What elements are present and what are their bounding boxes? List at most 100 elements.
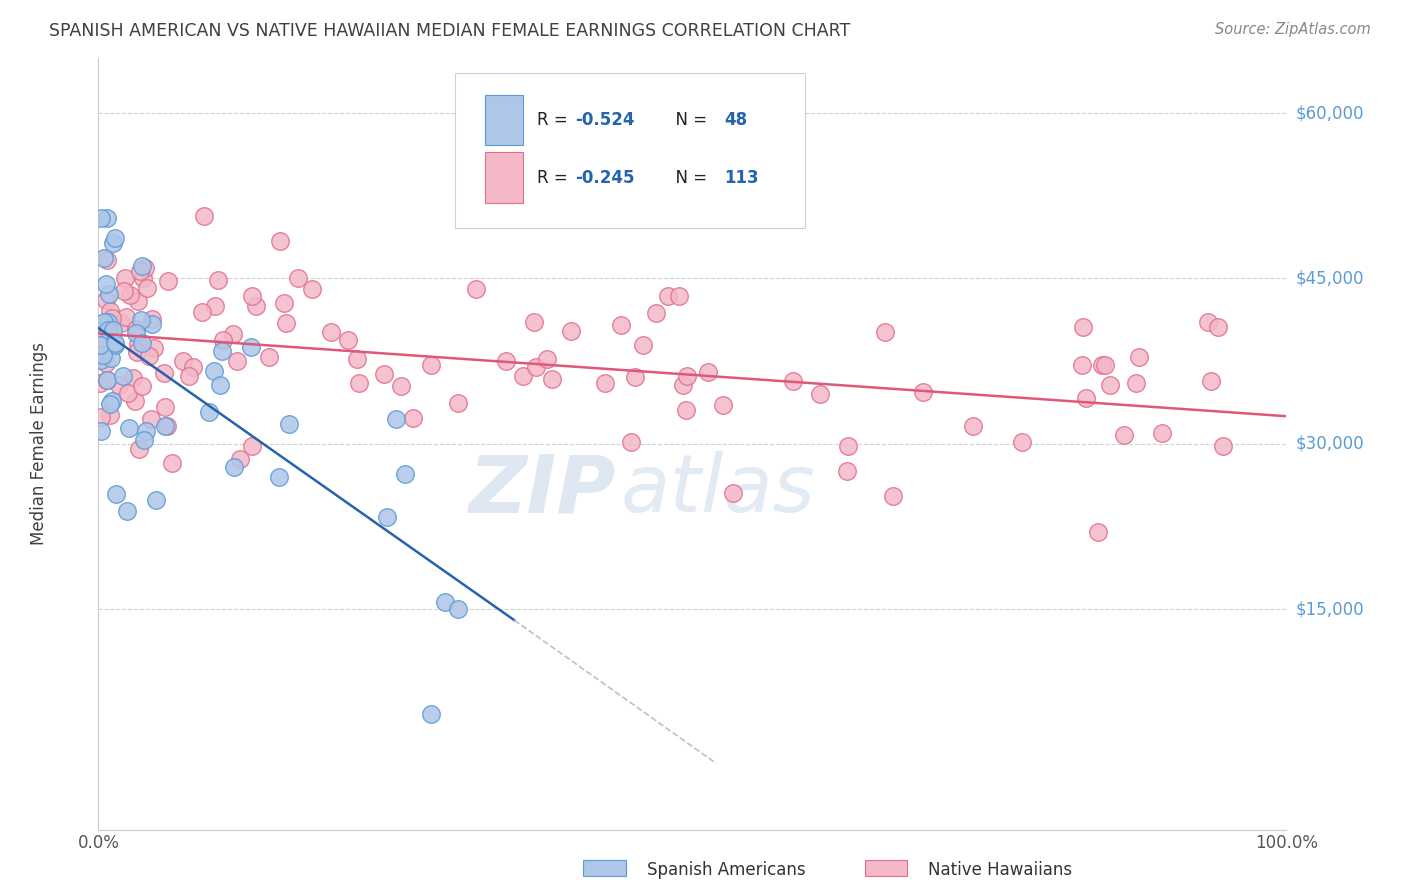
Point: [115, 504, 138, 518]
Point: [434, 595, 457, 609]
Point: [127, 337, 149, 351]
Point: [808, 387, 831, 401]
Point: [347, 376, 370, 391]
Point: [402, 411, 425, 425]
Point: [245, 299, 267, 313]
Point: [132, 271, 155, 285]
Point: [319, 326, 342, 340]
Point: [512, 369, 534, 384]
Point: [711, 398, 734, 412]
Point: [108, 377, 131, 392]
Point: [122, 371, 145, 385]
Point: [384, 411, 406, 425]
Point: [240, 289, 263, 303]
Point: [1125, 376, 1147, 390]
Point: [117, 385, 139, 400]
Text: Source: ZipAtlas.com: Source: ZipAtlas.com: [1215, 22, 1371, 37]
Point: [226, 354, 249, 368]
Point: [141, 318, 163, 332]
Point: [668, 289, 690, 303]
Point: [560, 324, 582, 338]
Point: [389, 379, 412, 393]
Point: [100, 351, 122, 365]
Point: [124, 394, 146, 409]
Point: [179, 368, 201, 383]
Point: [138, 349, 160, 363]
Point: [1091, 359, 1114, 373]
Point: [93, 251, 115, 265]
Text: $30,000: $30,000: [1296, 434, 1365, 453]
Point: [208, 378, 231, 392]
Point: [394, 467, 416, 481]
Point: [204, 363, 226, 377]
Point: [96, 373, 118, 387]
Point: [287, 271, 309, 285]
Point: [91, 348, 114, 362]
Point: [1087, 524, 1109, 539]
Point: [101, 310, 124, 325]
Point: [100, 393, 122, 408]
Point: [94, 293, 117, 307]
Point: [212, 333, 235, 347]
Point: [1071, 319, 1094, 334]
Point: [129, 313, 152, 327]
Point: [204, 299, 226, 313]
Point: [540, 372, 562, 386]
Point: [672, 378, 695, 392]
Point: [269, 469, 291, 483]
Point: [676, 368, 699, 383]
Point: [657, 289, 679, 303]
Point: [1206, 320, 1229, 334]
Point: [229, 452, 252, 467]
Point: [595, 376, 617, 390]
Point: [198, 405, 221, 419]
Point: [873, 325, 896, 339]
Text: 48: 48: [724, 111, 748, 128]
Point: [911, 384, 934, 399]
Text: N =: N =: [665, 111, 713, 128]
Point: [240, 341, 263, 355]
Point: [837, 439, 859, 453]
Point: [97, 323, 120, 337]
Point: [89, 376, 111, 390]
Bar: [865, 860, 907, 876]
Point: [145, 492, 167, 507]
Point: [115, 310, 138, 325]
Point: [96, 373, 118, 387]
Point: [447, 396, 470, 410]
Point: [104, 231, 127, 245]
Point: [524, 359, 547, 374]
Point: [1011, 434, 1033, 449]
Point: [101, 235, 124, 250]
Point: [446, 601, 468, 615]
Point: [1114, 428, 1136, 442]
Text: atlas: atlas: [621, 451, 815, 529]
Point: [1197, 315, 1219, 329]
Point: [125, 344, 148, 359]
Point: [152, 366, 174, 380]
Point: [131, 378, 153, 392]
Point: [1099, 378, 1122, 392]
Point: [98, 408, 121, 422]
Point: [835, 464, 858, 478]
Point: [1074, 392, 1097, 406]
Point: [94, 356, 117, 370]
Point: [153, 419, 176, 434]
Point: [131, 259, 153, 273]
Point: [160, 456, 183, 470]
Point: [190, 305, 212, 319]
Point: [172, 354, 194, 368]
Text: ZIP: ZIP: [468, 451, 616, 529]
Text: $60,000: $60,000: [1296, 104, 1364, 122]
Point: [962, 418, 984, 433]
Point: [240, 439, 263, 453]
Point: [101, 322, 124, 336]
Point: [125, 322, 148, 336]
Text: Spanish Americans: Spanish Americans: [647, 861, 806, 879]
Point: [631, 338, 654, 352]
Point: [1199, 374, 1222, 388]
Text: $15,000: $15,000: [1296, 600, 1365, 618]
Point: [134, 433, 156, 447]
Point: [128, 442, 150, 456]
Point: [96, 253, 118, 268]
